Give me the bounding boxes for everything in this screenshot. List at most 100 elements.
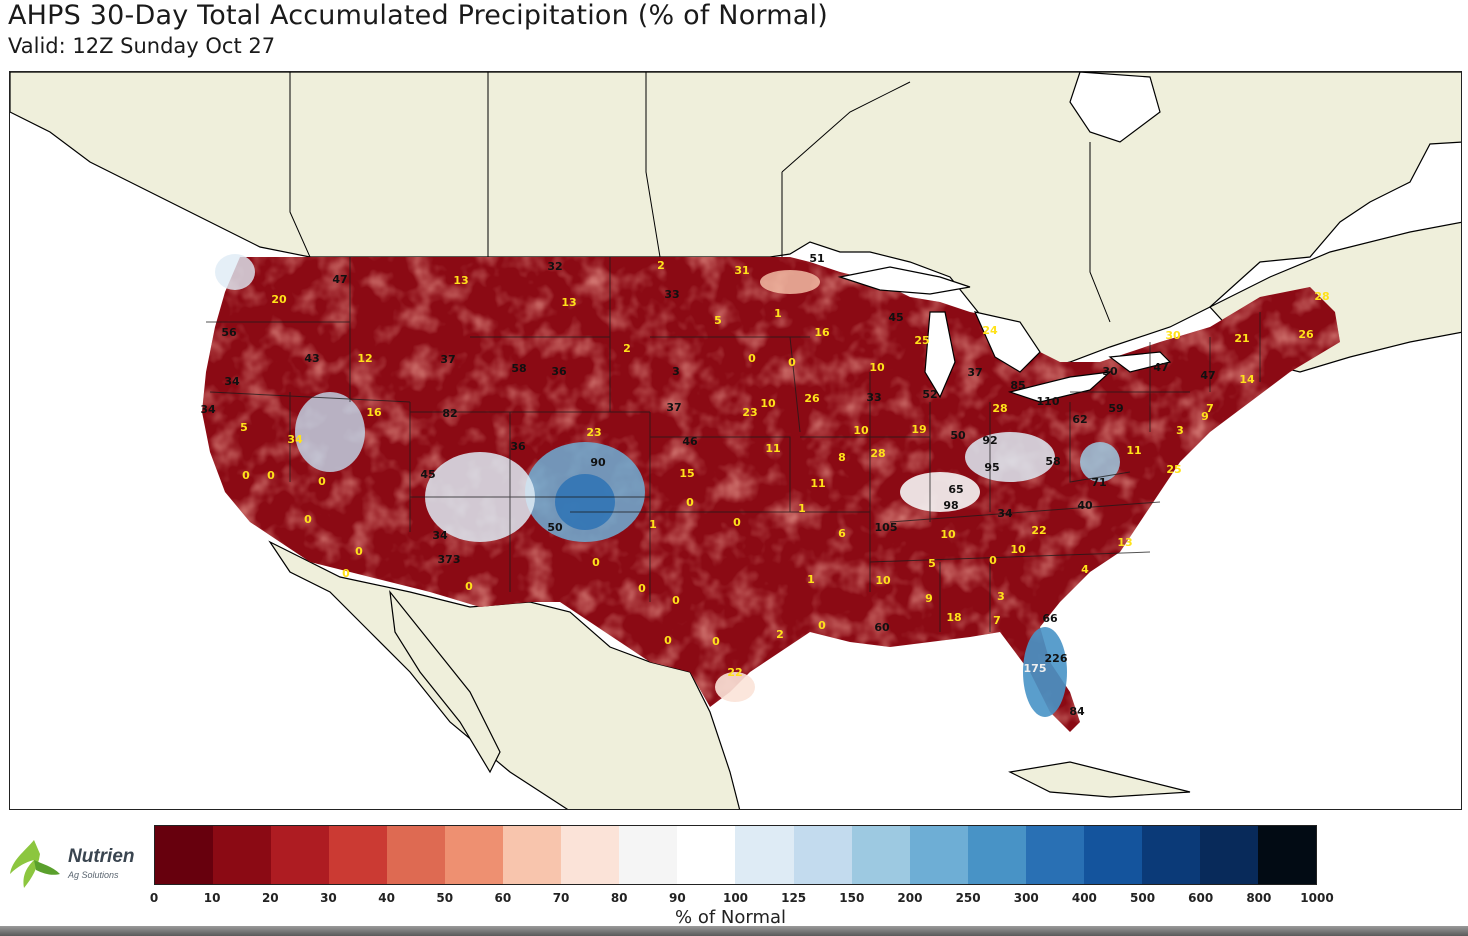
colorbar-tick-label: 80 [610,891,628,905]
station-value-label: 22 [727,666,742,679]
station-value-label: 47 [1153,361,1168,374]
station-value-label: 175 [1024,662,1047,675]
station-value-label: 37 [666,401,681,414]
station-value-label: 1 [649,518,657,531]
station-value-label: 24 [982,324,998,337]
colorbar-tick-label: 90 [668,891,686,905]
station-value-label: 65 [948,483,963,496]
station-value-label: 1 [774,307,782,320]
colorbar-tick-label: 100 [722,891,749,905]
station-value-label: 0 [788,356,796,369]
station-value-label: 5 [714,314,722,327]
station-value-label: 34 [432,529,448,542]
colorbar-cell [909,826,968,884]
station-value-label: 10 [1010,543,1026,556]
station-value-label: 59 [1108,402,1123,415]
station-value-label: 105 [875,521,898,534]
colorbar-cell [329,826,388,884]
station-value-label: 4 [1081,563,1089,576]
station-value-label: 19 [911,423,926,436]
station-value-label: 34 [997,507,1013,520]
station-value-label: 3 [672,365,680,378]
station-value-label: 92 [982,434,997,447]
station-value-label: 85 [1010,379,1025,392]
station-value-label: 30 [1165,329,1181,342]
station-value-label: 0 [242,469,250,482]
station-value-label: 51 [809,252,824,265]
station-value-label: 84 [1069,705,1085,718]
station-value-label: 2 [623,342,631,355]
station-value-label: 13 [1117,536,1132,549]
colorbar-cell [1025,826,1084,884]
colorbar-tick-label: 50 [436,891,454,905]
station-value-label: 34 [224,375,240,388]
station-value-label: 90 [590,456,606,469]
station-value-label: 37 [967,366,982,379]
station-value-label: 71 [1091,476,1106,489]
station-value-label: 0 [638,582,646,595]
station-value-label: 10 [875,574,891,587]
station-value-label: 58 [1045,455,1060,468]
colorbar-tick-label: 125 [781,891,807,905]
window-bottom-strip [0,926,1468,936]
colorbar-tick-label: 10 [203,891,221,905]
logo-name: Nutrien [68,846,135,867]
colorbar-cell [735,826,794,884]
colorbar-tick-label: 300 [1013,891,1039,905]
station-value-label: 0 [712,635,720,648]
colorbar-cell [155,826,214,884]
station-value-label: 56 [221,326,237,339]
station-value-label: 66 [1042,612,1058,625]
station-value-label: 8 [838,451,846,464]
province-borders [289,72,1111,323]
colorbar-cell [619,826,678,884]
station-value-label: 52 [922,388,937,401]
station-value-label: 16 [366,406,382,419]
station-value-label: 9 [925,592,933,605]
station-value-label: 95 [984,461,999,474]
station-value-label: 22 [1031,524,1046,537]
station-value-label: 2 [776,628,784,641]
station-value-label: 25 [914,334,929,347]
station-value-label: 1 [807,573,815,586]
station-value-label: 26 [804,392,820,405]
station-value-label: 46 [682,435,698,448]
colorbar-cell [1083,826,1142,884]
station-value-label: 10 [853,424,869,437]
station-value-label: 373 [438,553,461,566]
station-value-label: 26 [1298,328,1314,341]
station-value-label: 7 [1206,402,1214,415]
station-value-label: 23 [742,406,757,419]
station-value-label: 18 [946,611,961,624]
station-value-label: 16 [814,326,830,339]
station-value-label: 34 [200,403,216,416]
station-value-label: 110 [1037,395,1060,408]
colorbar-cell [271,826,330,884]
great-lakes [837,266,1172,403]
station-value-label: 58 [511,362,526,375]
colorbar-tick-label: 40 [378,891,395,905]
station-value-label: 20 [271,293,287,306]
station-value-label: 0 [267,469,275,482]
station-value-label: 47 [332,273,347,286]
station-value-label: 45 [420,468,435,481]
station-value-label: 33 [866,391,881,404]
station-value-label: 21 [1234,332,1249,345]
station-value-label: 5 [928,557,936,570]
station-value-label: 30 [1102,365,1118,378]
station-value-label: 6 [838,527,846,540]
state-borders [206,257,1261,632]
map-title: AHPS 30-Day Total Accumulated Precipitat… [8,0,828,31]
station-value-label: 11 [765,442,780,455]
colorbar-cell [561,826,620,884]
valid-time-subtitle: Valid: 12Z Sunday Oct 27 [8,34,276,58]
colorbar-tick-label: 250 [955,891,981,905]
station-value-label: 60 [874,621,890,634]
colorbar-cell [793,826,852,884]
colorbar-cell [503,826,562,884]
conus-precip-field [202,257,1340,732]
station-value-label: 28 [870,447,885,460]
colorbar-cell [967,826,1026,884]
